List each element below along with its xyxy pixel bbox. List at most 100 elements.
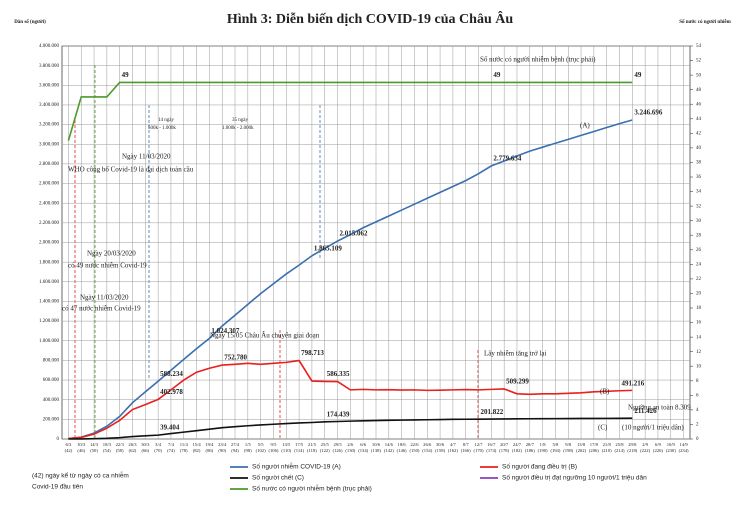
x-tick-day-label: (130)	[345, 448, 355, 453]
data-label: 1.024.307	[211, 327, 240, 335]
x-tick-day-label: (146)	[397, 448, 407, 453]
x-tick-day-label: (78)	[180, 448, 188, 453]
y-tick-label: 2.200.000	[39, 221, 60, 226]
x-tick-day-label: (222)	[640, 448, 650, 453]
y-tick-label: 400.000	[43, 398, 60, 403]
x-tick-day-label: (58)	[116, 448, 124, 453]
x-tick-label: 12/7	[474, 442, 483, 447]
x-tick-label: 6/6	[360, 442, 367, 447]
annotation: Số nước có người nhiễm bệnh (trục phải)	[480, 56, 596, 64]
data-label: 2.779.634	[493, 155, 522, 163]
x-tick-label: 3/4	[155, 442, 162, 447]
x-tick-label: 25/5	[321, 442, 330, 447]
y2-tick-label: 54	[696, 44, 702, 49]
annotation: 500k - 1.000k	[148, 126, 176, 131]
legend-label: Số người điều trị đạt ngưỡng 10 người/1 …	[502, 473, 647, 482]
y-tick-label: 3.200.000	[39, 123, 60, 128]
x-tick-label: 10/6	[372, 442, 381, 447]
x-tick-label: 17/5	[295, 442, 304, 447]
y-tick-label: 3.600.000	[39, 83, 60, 88]
x-tick-label: 5/8	[552, 442, 559, 447]
y2-tick-label: 6	[696, 393, 699, 398]
annotations: Ngày 11/03/2020 WHO công bố Covid-19 là …	[62, 56, 691, 432]
y2-tick-label: 12	[696, 350, 702, 355]
x-tick-label: 6/3	[65, 442, 72, 447]
annotation: (A)	[580, 122, 590, 130]
annotation: 1.000k - 2.000k	[222, 126, 254, 131]
x-tick-label: 23/4	[218, 442, 227, 447]
y2-tick-label: 30	[696, 219, 702, 224]
x-tick-day-label: (162)	[448, 448, 458, 453]
y2-tick-label: 36	[696, 175, 702, 180]
x-tick-day-label: (190)	[538, 448, 548, 453]
y-tick-label: 3.400.000	[39, 103, 60, 108]
data-label: 402.978	[160, 388, 183, 396]
x-tick-day-label: (138)	[371, 448, 381, 453]
x-tick-label: 30/3	[141, 442, 150, 447]
annotation: Ngưỡng an toàn 8.309	[628, 404, 691, 412]
x-tick-label: 17/8	[590, 442, 599, 447]
data-label: 201.822	[481, 408, 504, 416]
annotation: WHO công bố Covid-19 là đại dịch toàn cầ…	[68, 166, 194, 174]
footnote: (42) ngày kể từ ngày có ca nhiễm	[32, 471, 129, 480]
x-tick-label: 28/7	[526, 442, 535, 447]
x-tick-label: 26/3	[128, 442, 137, 447]
x-tick-day-label: (218)	[627, 448, 637, 453]
x-tick-day-label: (94)	[231, 448, 239, 453]
legend-label: Số người nhiễm COVID-19 (A)	[252, 462, 341, 471]
x-tick-day-label: (54)	[103, 448, 111, 453]
x-tick-day-label: (150)	[409, 448, 419, 453]
data-label: 49	[634, 71, 642, 79]
x-tick-label: 21/8	[603, 442, 612, 447]
y-tick-label: 1.600.000	[39, 280, 60, 285]
x-tick-label: 15/4	[192, 442, 201, 447]
x-tick-label: 13/8	[577, 442, 586, 447]
series-line	[68, 119, 633, 440]
y2-tick-label: 2	[696, 423, 699, 428]
data-label: 491.216	[622, 379, 645, 387]
y2-tick-label: 16	[696, 321, 702, 326]
x-tick-day-label: (90)	[218, 448, 226, 453]
y2-tick-label: 38	[696, 161, 702, 166]
legend-label: Số người chết (C)	[252, 473, 304, 482]
y-tick-label: 0	[57, 437, 60, 442]
y2-tick-label: 44	[696, 117, 702, 122]
data-label: 3.246.696	[634, 109, 663, 117]
annotation: có 49 nước nhiễm Covid-19	[68, 262, 147, 270]
x-tick-day-label: (202)	[576, 448, 586, 453]
x-tick-day-label: (126)	[333, 448, 343, 453]
x-tick-day-label: (178)	[499, 448, 509, 453]
annotation: có 47 nước nhiễm Covid-19	[62, 305, 141, 313]
data-label: 588.234	[160, 370, 183, 378]
x-tick-day-label: (98)	[244, 448, 252, 453]
data-label: 752.780	[224, 354, 247, 362]
x-tick-day-label: (122)	[320, 448, 330, 453]
x-tick-label: 14/6	[385, 442, 394, 447]
x-tick-label: 25/8	[615, 442, 624, 447]
y-tick-label: 800.000	[43, 359, 60, 364]
y2-tick-label: 22	[696, 277, 702, 282]
x-tick-label: 18/6	[398, 442, 407, 447]
y2-tick-label: 20	[696, 292, 702, 297]
y-tick-label: 2.000.000	[39, 241, 60, 246]
data-label: 211.426	[634, 407, 657, 415]
y2-tick-label: 18	[696, 306, 702, 311]
x-tick-label: 2/6	[347, 442, 354, 447]
y-tick-label: 2.400.000	[39, 201, 60, 206]
x-tick-label: 20/7	[500, 442, 509, 447]
data-label: 1.865.109	[314, 244, 343, 252]
y2-tick-label: 28	[696, 233, 702, 238]
data-label: 49	[122, 71, 129, 79]
x-tick-label: 10/3	[77, 442, 86, 447]
data-label: 798.713	[301, 349, 324, 357]
y2-axis-title: Số nước có người nhiễm	[679, 19, 731, 25]
x-tick-day-label: (210)	[602, 448, 612, 453]
y2-tick-label: 0	[696, 437, 699, 442]
y2-tick-label: 14	[696, 335, 702, 340]
x-tick-day-label: (182)	[512, 448, 522, 453]
y2-tick-label: 24	[696, 262, 702, 267]
y2-tick-label: 50	[696, 73, 702, 78]
x-tick-day-label: (166)	[461, 448, 471, 453]
footnote: Covid-19 đầu tiên	[32, 482, 83, 491]
x-tick-day-label: (106)	[268, 448, 278, 453]
